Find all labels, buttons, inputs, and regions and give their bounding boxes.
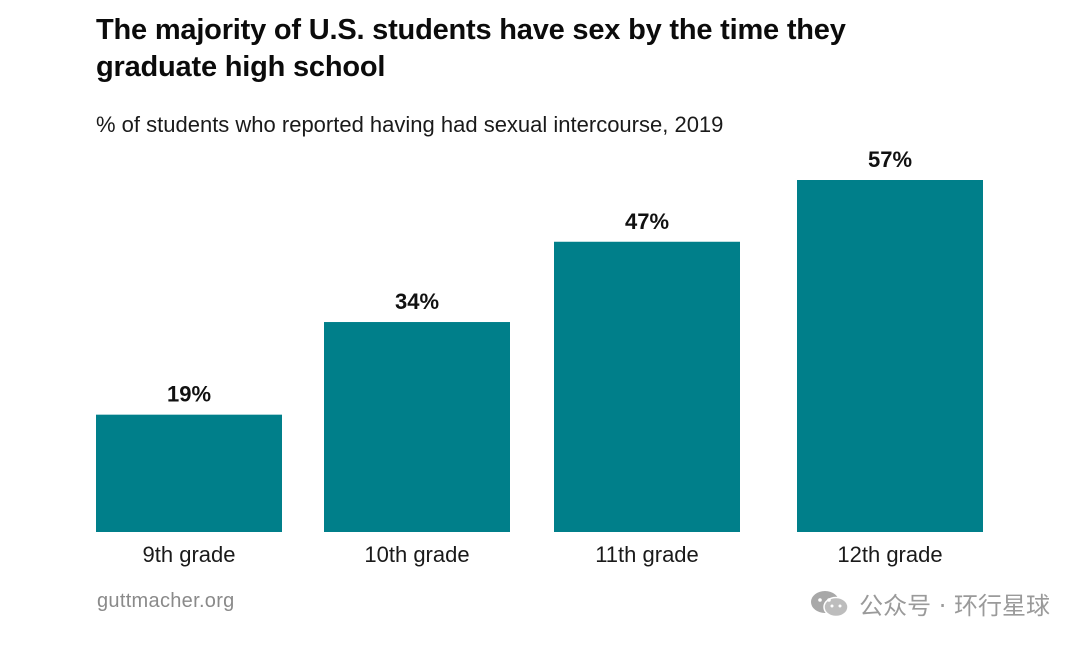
category-label: 11th grade xyxy=(595,542,699,567)
chart-subtitle: % of students who reported having had se… xyxy=(96,112,724,137)
value-label: 57% xyxy=(868,147,912,172)
watermark-text: 公众号 · 环行星球 xyxy=(859,592,1050,620)
source-credit: guttmacher.org xyxy=(97,590,235,612)
chart-title-line-1: The majority of U.S. students have sex b… xyxy=(96,14,846,46)
value-label: 34% xyxy=(395,289,439,314)
category-label: 10th grade xyxy=(364,542,469,567)
value-label: 47% xyxy=(625,209,669,234)
bar-12th-grade xyxy=(797,180,983,532)
bar-10th-grade xyxy=(324,322,510,532)
watermark: 公众号 · 环行星球 xyxy=(809,586,1050,621)
bar-11th-grade xyxy=(554,241,740,532)
value-label: 19% xyxy=(167,382,211,407)
category-label: 9th grade xyxy=(143,542,236,567)
wechat-icon xyxy=(811,590,849,617)
category-label: 12th grade xyxy=(837,542,942,567)
chart-title-line-2: graduate high school xyxy=(96,51,386,83)
bar-9th-grade xyxy=(96,414,282,532)
chart-title: The majority of U.S. students have sex b… xyxy=(96,12,956,86)
